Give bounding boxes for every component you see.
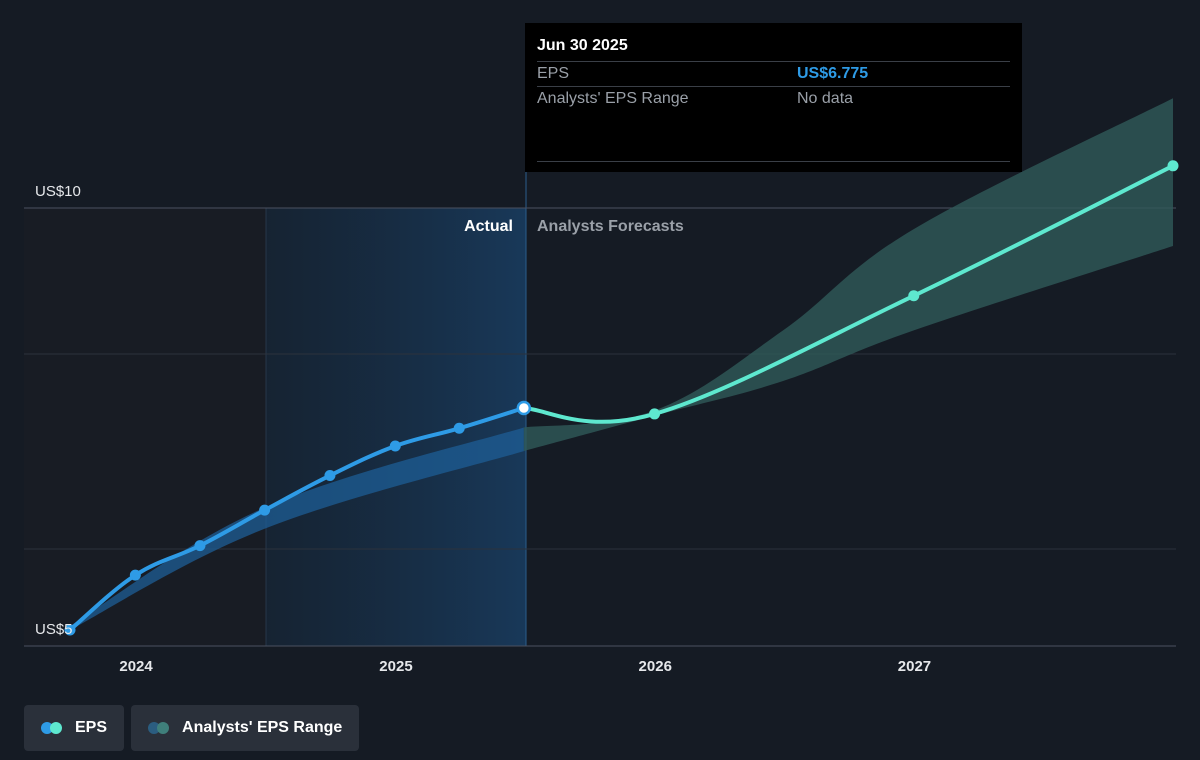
tooltip: Jun 30 2025 EPS US$6.775 Analysts' EPS R… [525, 23, 1022, 172]
legend-range-button[interactable]: Analysts' EPS Range [131, 705, 360, 751]
legend-eps-button[interactable]: EPS [24, 705, 125, 751]
eps-actual-point [324, 470, 336, 482]
tooltip-eps-value: US$6.775 [797, 65, 869, 82]
eps-forecast-line [521, 163, 1175, 424]
legend: EPS Analysts' EPS Range [24, 705, 360, 751]
highlighted-year-region [266, 208, 526, 646]
y-axis-bottom-label: US$5 [35, 621, 73, 638]
tooltip-divider [537, 161, 1010, 162]
eps-forecast-point [649, 408, 661, 420]
eps-forecast-point [1167, 160, 1179, 172]
eps-actual-point [64, 624, 76, 636]
tooltip-range-row: Analysts' EPS Range No data [537, 86, 1010, 111]
eps-actual-point [194, 540, 206, 552]
actual-eps-range-band [70, 427, 524, 630]
actual-region-label: Actual [464, 218, 513, 235]
tooltip-range-label: Analysts' EPS Range [537, 90, 689, 107]
forecast-region-label: Analysts Forecasts [537, 218, 684, 235]
eps-actual-point [453, 422, 465, 434]
forecast-eps-range-band [523, 98, 1173, 452]
tooltip-date: Jun 30 2025 [537, 37, 628, 54]
x-tick-label: 2024 [119, 658, 153, 675]
tooltip-eps-label: EPS [537, 65, 570, 82]
range-legend-icon [148, 722, 172, 734]
tooltip-range-value: No data [797, 90, 854, 107]
legend-range-label: Analysts' EPS Range [182, 719, 343, 736]
eps-legend-icon [41, 722, 65, 734]
tooltip-eps-row: EPS US$6.775 [537, 61, 1010, 86]
eps-forecast-point [908, 290, 920, 302]
eps-actual-point [129, 569, 141, 581]
eps-current-point [516, 400, 532, 416]
legend-eps-label: EPS [75, 719, 108, 736]
x-tick-label: 2025 [379, 658, 412, 675]
eps-actual-point [389, 440, 401, 452]
eps-actual-point [259, 504, 271, 516]
x-tick-label: 2027 [898, 658, 931, 675]
y-axis-top-label: US$10 [35, 183, 81, 200]
x-tick-label: 2026 [639, 658, 672, 675]
